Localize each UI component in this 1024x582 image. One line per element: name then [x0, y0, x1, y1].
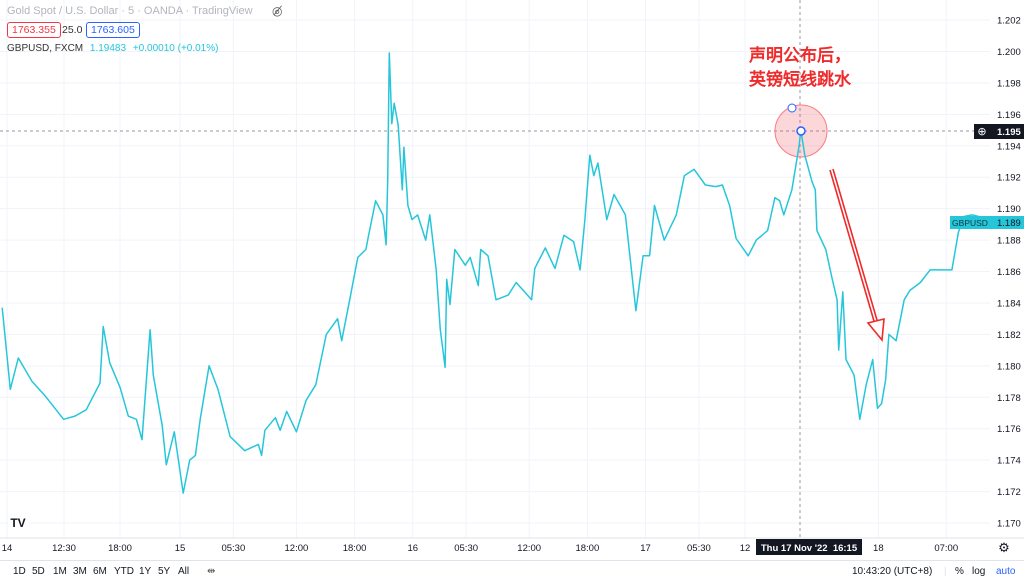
y-tick-label: 1.190	[997, 204, 1021, 215]
y-tick-label: 1.176	[997, 424, 1021, 435]
bid-price-box[interactable]: 1763.355	[7, 22, 61, 38]
range-1y[interactable]: 1Y	[139, 566, 152, 577]
range-ytd[interactable]: YTD	[114, 566, 134, 577]
auto-toggle[interactable]: auto	[996, 566, 1016, 577]
add-alert-button[interactable]	[974, 124, 990, 139]
circle-edge-handle[interactable]	[787, 103, 797, 113]
x-tick-label: 18:00	[575, 543, 599, 554]
y-tick-label: 1.172	[997, 487, 1021, 498]
time-axis[interactable]: 14 12:30 18:00 15 05:30 12:00 18:00 16 05:30 12:0…	[2, 543, 958, 554]
x-tick-label: 07:00	[934, 543, 958, 554]
symbol-legend: GBPUSD, FXCM 1.19483 +0.00010 (+0.01%)	[7, 43, 218, 54]
chart-grid	[0, 0, 990, 538]
percent-toggle[interactable]: %	[955, 566, 964, 577]
x-tick-label: 14	[2, 543, 13, 554]
y-tick-label: 1.184	[997, 298, 1021, 309]
circle-center-handle[interactable]	[796, 126, 806, 136]
annotation-line-1: 声明公布后，	[749, 46, 851, 66]
gear-icon[interactable]: ⚙	[998, 540, 1010, 555]
bottom-toolbar: 1D 5D 1M 3M 6M YTD 1Y 5Y All ⇹ 10:43:20 …	[0, 560, 1024, 582]
range-3m[interactable]: 3M	[73, 566, 87, 577]
x-tick-label: 12:00	[285, 543, 309, 554]
annotation-line-2: 英镑短线跳水	[749, 70, 851, 90]
y-tick-label: 1.182	[997, 330, 1021, 341]
clock-timezone[interactable]: 10:43:20 (UTC+8)	[852, 566, 933, 577]
plus-circle-icon: ⊕	[977, 126, 986, 138]
divider: |	[944, 566, 947, 577]
svg-text:TV: TV	[10, 516, 25, 530]
symbol-name: GBPUSD, FXCM	[7, 43, 84, 54]
chart-title: Gold Spot / U.S. Dollar · 5 · OANDA · Tr…	[7, 5, 253, 17]
range-all[interactable]: All	[178, 566, 190, 577]
range-1m[interactable]: 1M	[53, 566, 67, 577]
x-tick-label: 16	[407, 543, 418, 554]
x-tick-label: 18	[873, 543, 884, 554]
crosshair-time-text: Thu 17 Nov '22 16:15	[761, 543, 858, 554]
y-tick-label: 1.188	[997, 236, 1021, 247]
y-tick-label: 1.198	[997, 78, 1021, 89]
series-name: GBPUSD	[952, 218, 988, 228]
price-chart[interactable]: 1.202 1.200 1.198 1.196 1.194 1.192 1.190 1.188…	[0, 0, 1024, 560]
spread-value: 25.0	[62, 24, 83, 36]
x-tick-label: 15	[175, 543, 186, 554]
x-tick-label: 18:00	[343, 543, 367, 554]
crosshair-time-label: Thu 17 Nov '22 16:15	[756, 539, 862, 555]
y-tick-label: 1.194	[997, 141, 1021, 152]
x-tick-label: 05:30	[221, 543, 245, 554]
tradingview-logo[interactable]: TV	[8, 514, 29, 531]
ask-price-box[interactable]: 1763.605	[86, 22, 140, 38]
y-tick-label: 1.186	[997, 267, 1021, 278]
crosshair-price-text: 1.195	[997, 127, 1021, 138]
y-tick-label: 1.200	[997, 47, 1021, 58]
symbol-last: 1.19483	[89, 43, 127, 54]
x-tick-label: 17	[640, 543, 651, 554]
crosshair-price-label: ⊕ 1.195	[974, 124, 1024, 139]
x-tick-label: 05:30	[454, 543, 478, 554]
series-value: 1.189	[997, 218, 1021, 229]
calendar-range-icon[interactable]: ⇹	[207, 566, 216, 577]
y-tick-label: 1.196	[997, 110, 1021, 121]
symbol-change: +0.00010 (+0.01%)	[132, 43, 219, 54]
y-tick-label: 1.202	[997, 16, 1021, 27]
x-tick-label: 12:30	[52, 543, 76, 554]
x-tick-label: 05:30	[687, 543, 711, 554]
x-tick-label: 18:00	[108, 543, 132, 554]
range-6m[interactable]: 6M	[93, 566, 107, 577]
y-tick-label: 1.170	[997, 519, 1021, 530]
eye-crossed-icon[interactable]: ◎̸	[272, 4, 283, 18]
x-tick-label: 12:00	[517, 543, 541, 554]
y-tick-label: 1.192	[997, 173, 1021, 184]
y-tick-label: 1.178	[997, 393, 1021, 404]
y-tick-label: 1.180	[997, 361, 1021, 372]
log-toggle[interactable]: log	[972, 566, 986, 577]
series-last-label: GBPUSD 1.189	[950, 216, 1024, 229]
range-1d[interactable]: 1D	[13, 566, 26, 577]
annotation-text[interactable]: 声明公布后， 英镑短线跳水	[749, 44, 851, 92]
price-axis[interactable]: 1.202 1.200 1.198 1.196 1.194 1.192 1.190 1.188…	[997, 16, 1021, 530]
x-tick-label: 12	[740, 543, 751, 554]
gbpusd-price-line	[1, 52, 986, 494]
range-5y[interactable]: 5Y	[158, 566, 171, 577]
red-arrow[interactable]	[829, 168, 885, 343]
range-5d[interactable]: 5D	[32, 566, 45, 577]
y-tick-label: 1.174	[997, 456, 1021, 467]
